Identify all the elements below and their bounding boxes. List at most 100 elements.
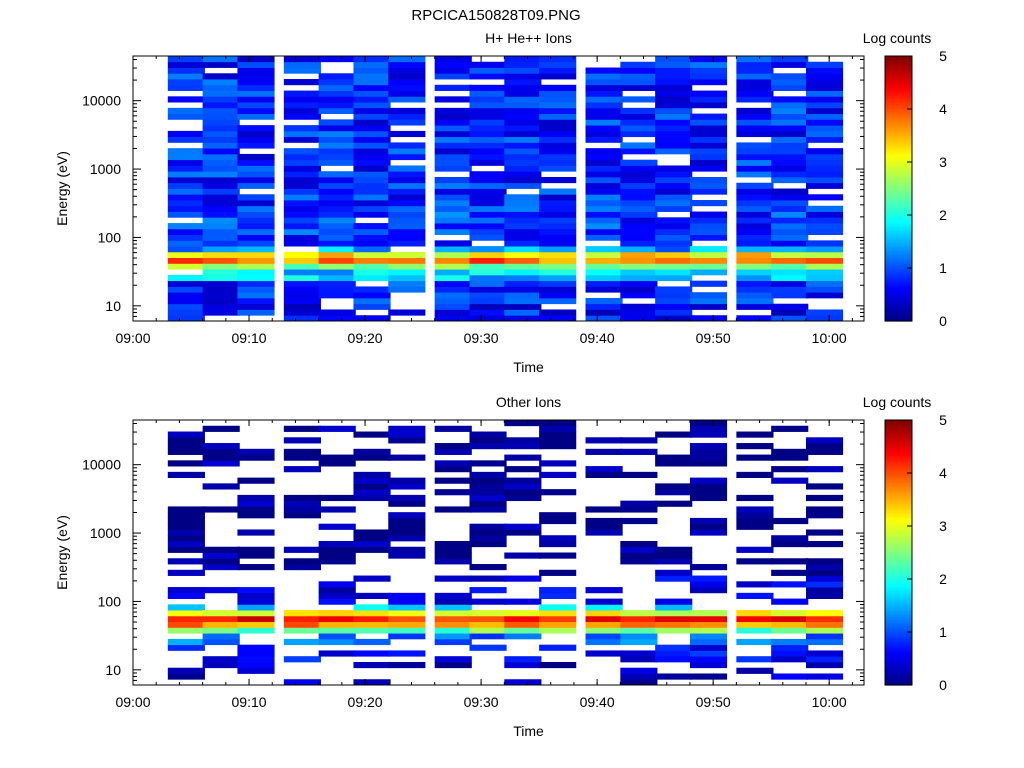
heatmap-cell: [388, 552, 426, 559]
heatmap-cell: [504, 420, 542, 427]
heatmap-cell: [736, 621, 774, 628]
heatmap-cell: [237, 280, 275, 287]
colorbar-band: [885, 422, 912, 426]
heatmap-cell: [167, 130, 205, 138]
heatmap-cell: [655, 500, 693, 507]
heatmap-cell: [388, 517, 426, 525]
colorbar-tick-label: 0: [939, 677, 947, 693]
heatmap-cell: [469, 217, 507, 224]
heatmap-cell: [469, 148, 507, 155]
heatmap-cell: [736, 297, 774, 305]
heatmap-cell: [353, 575, 391, 582]
heatmap-cell: [469, 67, 507, 74]
heatmap-cell: [805, 269, 844, 276]
colorbar-band: [885, 157, 912, 161]
x-tick-label: 09:40: [580, 330, 615, 346]
heatmap-cell: [353, 529, 391, 536]
heatmap-cell: [805, 130, 844, 138]
heatmap-cell: [388, 604, 426, 611]
heatmap-cell: [237, 90, 275, 97]
heatmap-cell: [167, 303, 205, 310]
heatmap-cell: [353, 223, 391, 230]
heatmap-cell: [318, 73, 356, 80]
heatmap-cell: [539, 257, 577, 264]
colorbar-band: [885, 113, 912, 117]
heatmap-cell: [167, 257, 205, 264]
heatmap-cell: [318, 581, 356, 588]
colorbar-band: [885, 223, 912, 227]
heatmap-cell: [689, 96, 728, 103]
heatmap-cell: [620, 107, 658, 115]
heatmap-cell: [237, 615, 275, 623]
colorbar-band: [885, 534, 912, 538]
colorbar-band: [885, 162, 912, 165]
heatmap-cell: [434, 176, 472, 184]
colorbar-band: [885, 78, 912, 81]
colorbar-band: [885, 446, 912, 450]
heatmap-cell: [318, 56, 356, 63]
heatmap-cell: [504, 598, 542, 605]
heatmap-cell: [469, 297, 507, 305]
colorbar-band: [885, 102, 912, 106]
heatmap-cell: [771, 119, 809, 126]
colorbar-band: [885, 91, 912, 95]
heatmap-cell: [167, 471, 205, 479]
colorbar-band: [885, 144, 912, 148]
heatmap-cell: [202, 240, 240, 247]
heatmap-cell: [469, 194, 507, 201]
heatmap-cell: [283, 656, 321, 663]
page-title: RPCICA150828T09.PNG: [411, 7, 580, 24]
y-tick-label: 10000: [82, 93, 121, 109]
heatmap-cell: [283, 102, 321, 109]
x-tick-label: 09:00: [115, 694, 150, 710]
heatmap-cell: [585, 437, 623, 444]
heatmap-cell: [620, 246, 658, 253]
colorbar-band: [885, 537, 912, 540]
heatmap-cell: [202, 211, 240, 218]
heatmap-cell: [585, 84, 623, 91]
heatmap-cell: [469, 274, 507, 282]
colorbar-band: [885, 142, 912, 145]
colorbar-band: [885, 279, 912, 282]
heatmap-cell: [353, 234, 391, 241]
heatmap-cell: [283, 512, 321, 519]
heatmap-cell: [434, 297, 472, 305]
colorbar-band: [885, 212, 912, 216]
heatmap-cell: [388, 119, 426, 126]
heatmap-cell: [353, 274, 391, 282]
heatmap-cell: [237, 171, 275, 178]
heatmap-cell: [620, 517, 658, 525]
heatmap-cell: [539, 552, 577, 559]
colorbar-band: [885, 203, 912, 207]
heatmap-cell: [620, 633, 658, 640]
heatmap-cell: [771, 102, 809, 109]
heatmap-cell: [504, 79, 542, 86]
heatmap-cell: [689, 575, 728, 582]
heatmap-cell: [469, 142, 507, 149]
heatmap-cell: [434, 67, 472, 74]
heatmap-cell: [585, 315, 623, 322]
heatmap-cell: [202, 171, 240, 178]
heatmap-cell: [353, 251, 391, 259]
heatmap-cell: [539, 130, 577, 138]
heatmap-cell: [771, 56, 809, 63]
heatmap-cell: [736, 153, 774, 161]
heatmap-cell: [318, 633, 356, 640]
heatmap-cell: [237, 448, 275, 455]
colorbar-band: [885, 239, 912, 243]
colorbar-band: [885, 263, 912, 267]
heatmap-cell: [771, 188, 809, 195]
heatmap-cell: [585, 205, 623, 212]
heatmap-cell: [318, 159, 356, 166]
heatmap-cell: [539, 540, 577, 548]
colorbar-band: [885, 164, 912, 168]
heatmap-cell: [689, 280, 728, 287]
heatmap-cell: [434, 558, 472, 565]
heatmap-cell: [469, 246, 507, 253]
heatmap-cell: [585, 182, 623, 189]
heatmap-cell: [434, 615, 472, 623]
heatmap-cell: [202, 638, 240, 646]
heatmap-panel-1: [132, 55, 865, 322]
colorbar-band: [885, 217, 912, 221]
colorbar-band: [885, 581, 912, 585]
